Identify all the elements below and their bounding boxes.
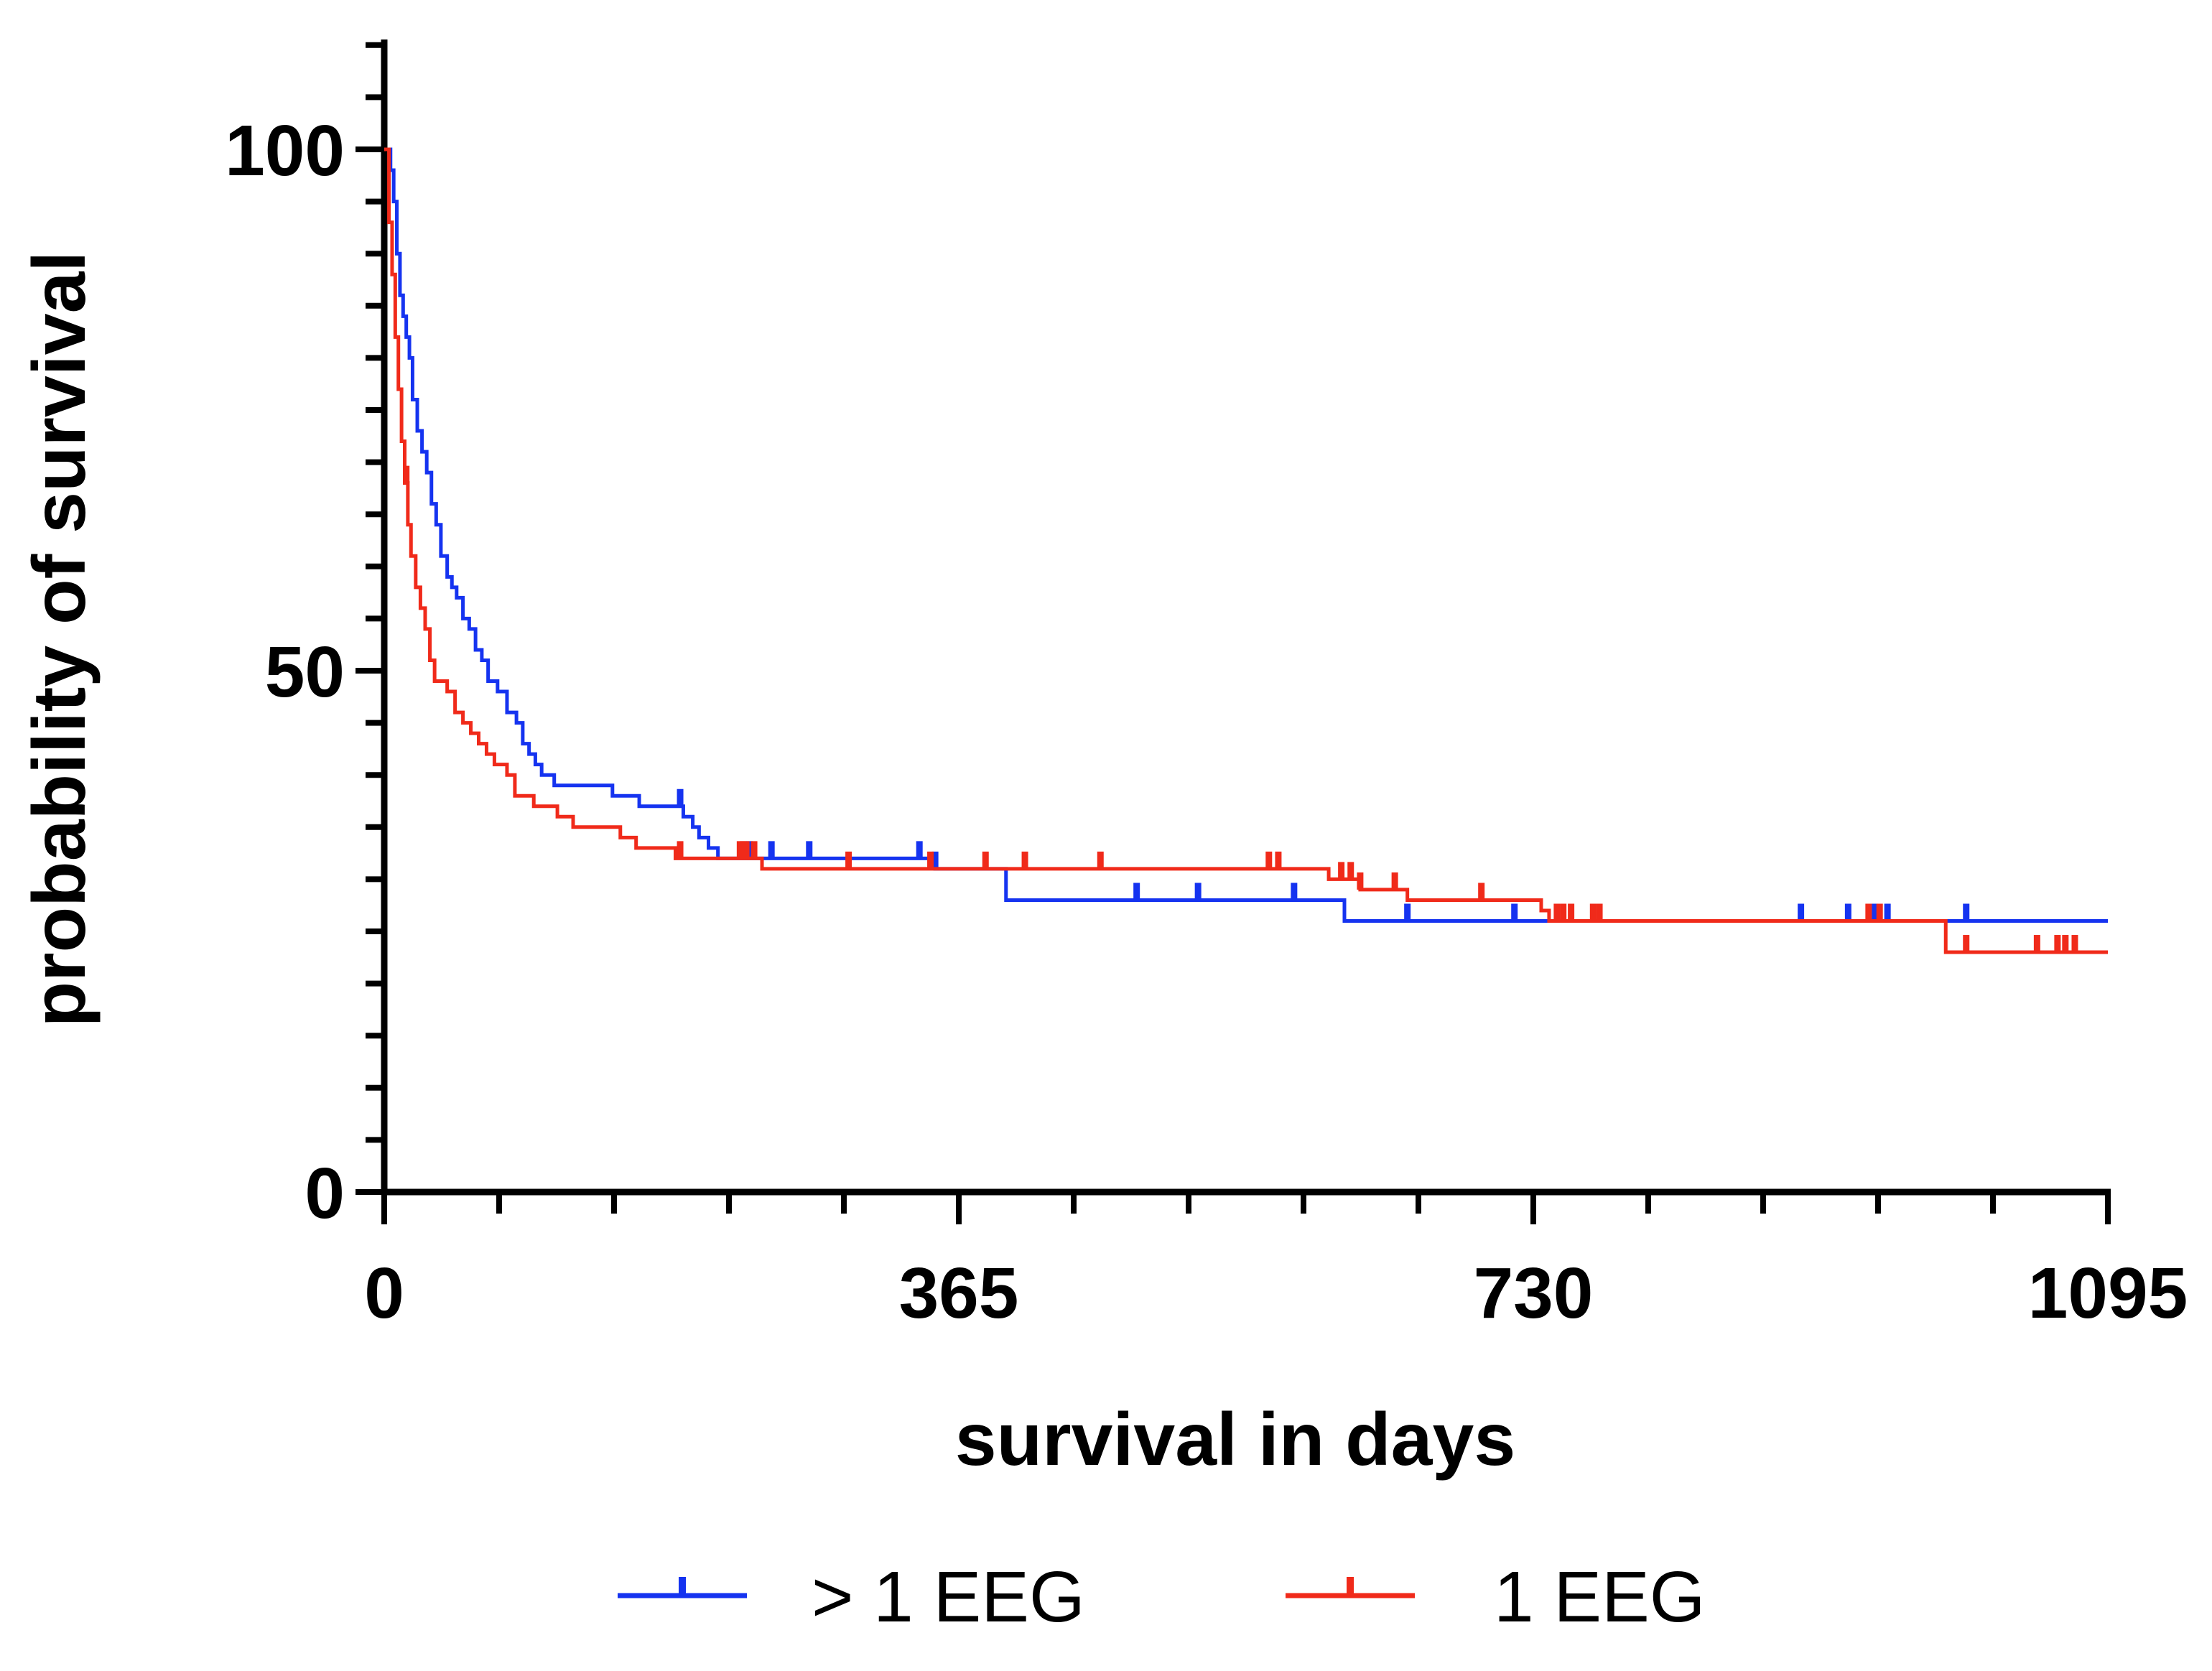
- x-axis-title: survival in days: [955, 1398, 1515, 1481]
- legend-label-series-2: 1 EEG: [1494, 1557, 1706, 1637]
- y-tick-label: 100: [225, 111, 345, 191]
- x-tick-label: 730: [1474, 1253, 1594, 1333]
- series-line-1: [384, 147, 2108, 923]
- legend-item-series-2: 1 EEG: [1286, 1557, 1706, 1637]
- x-tick-label: 365: [899, 1253, 1019, 1333]
- x-tick-label: 0: [364, 1253, 404, 1333]
- series-line-2: [384, 147, 2108, 954]
- legend-item-series-1: > 1 EEG: [618, 1557, 1085, 1637]
- legend: > 1 EEG 1 EEG: [618, 1557, 1706, 1637]
- series-1: [384, 147, 2108, 923]
- legend-label-series-1: > 1 EEG: [812, 1557, 1085, 1637]
- y-tick-label: 50: [265, 632, 345, 712]
- y-axis-title: probability of survival: [18, 251, 101, 1028]
- x-tick-label: 1095: [2028, 1253, 2188, 1333]
- labels: survival in days probability of survival: [18, 251, 1515, 1481]
- y-tick-label: 0: [305, 1153, 345, 1234]
- series-2: [384, 147, 2108, 954]
- series: [384, 147, 2108, 954]
- axes: 0 50 100 0 365 730 1095: [225, 39, 2188, 1333]
